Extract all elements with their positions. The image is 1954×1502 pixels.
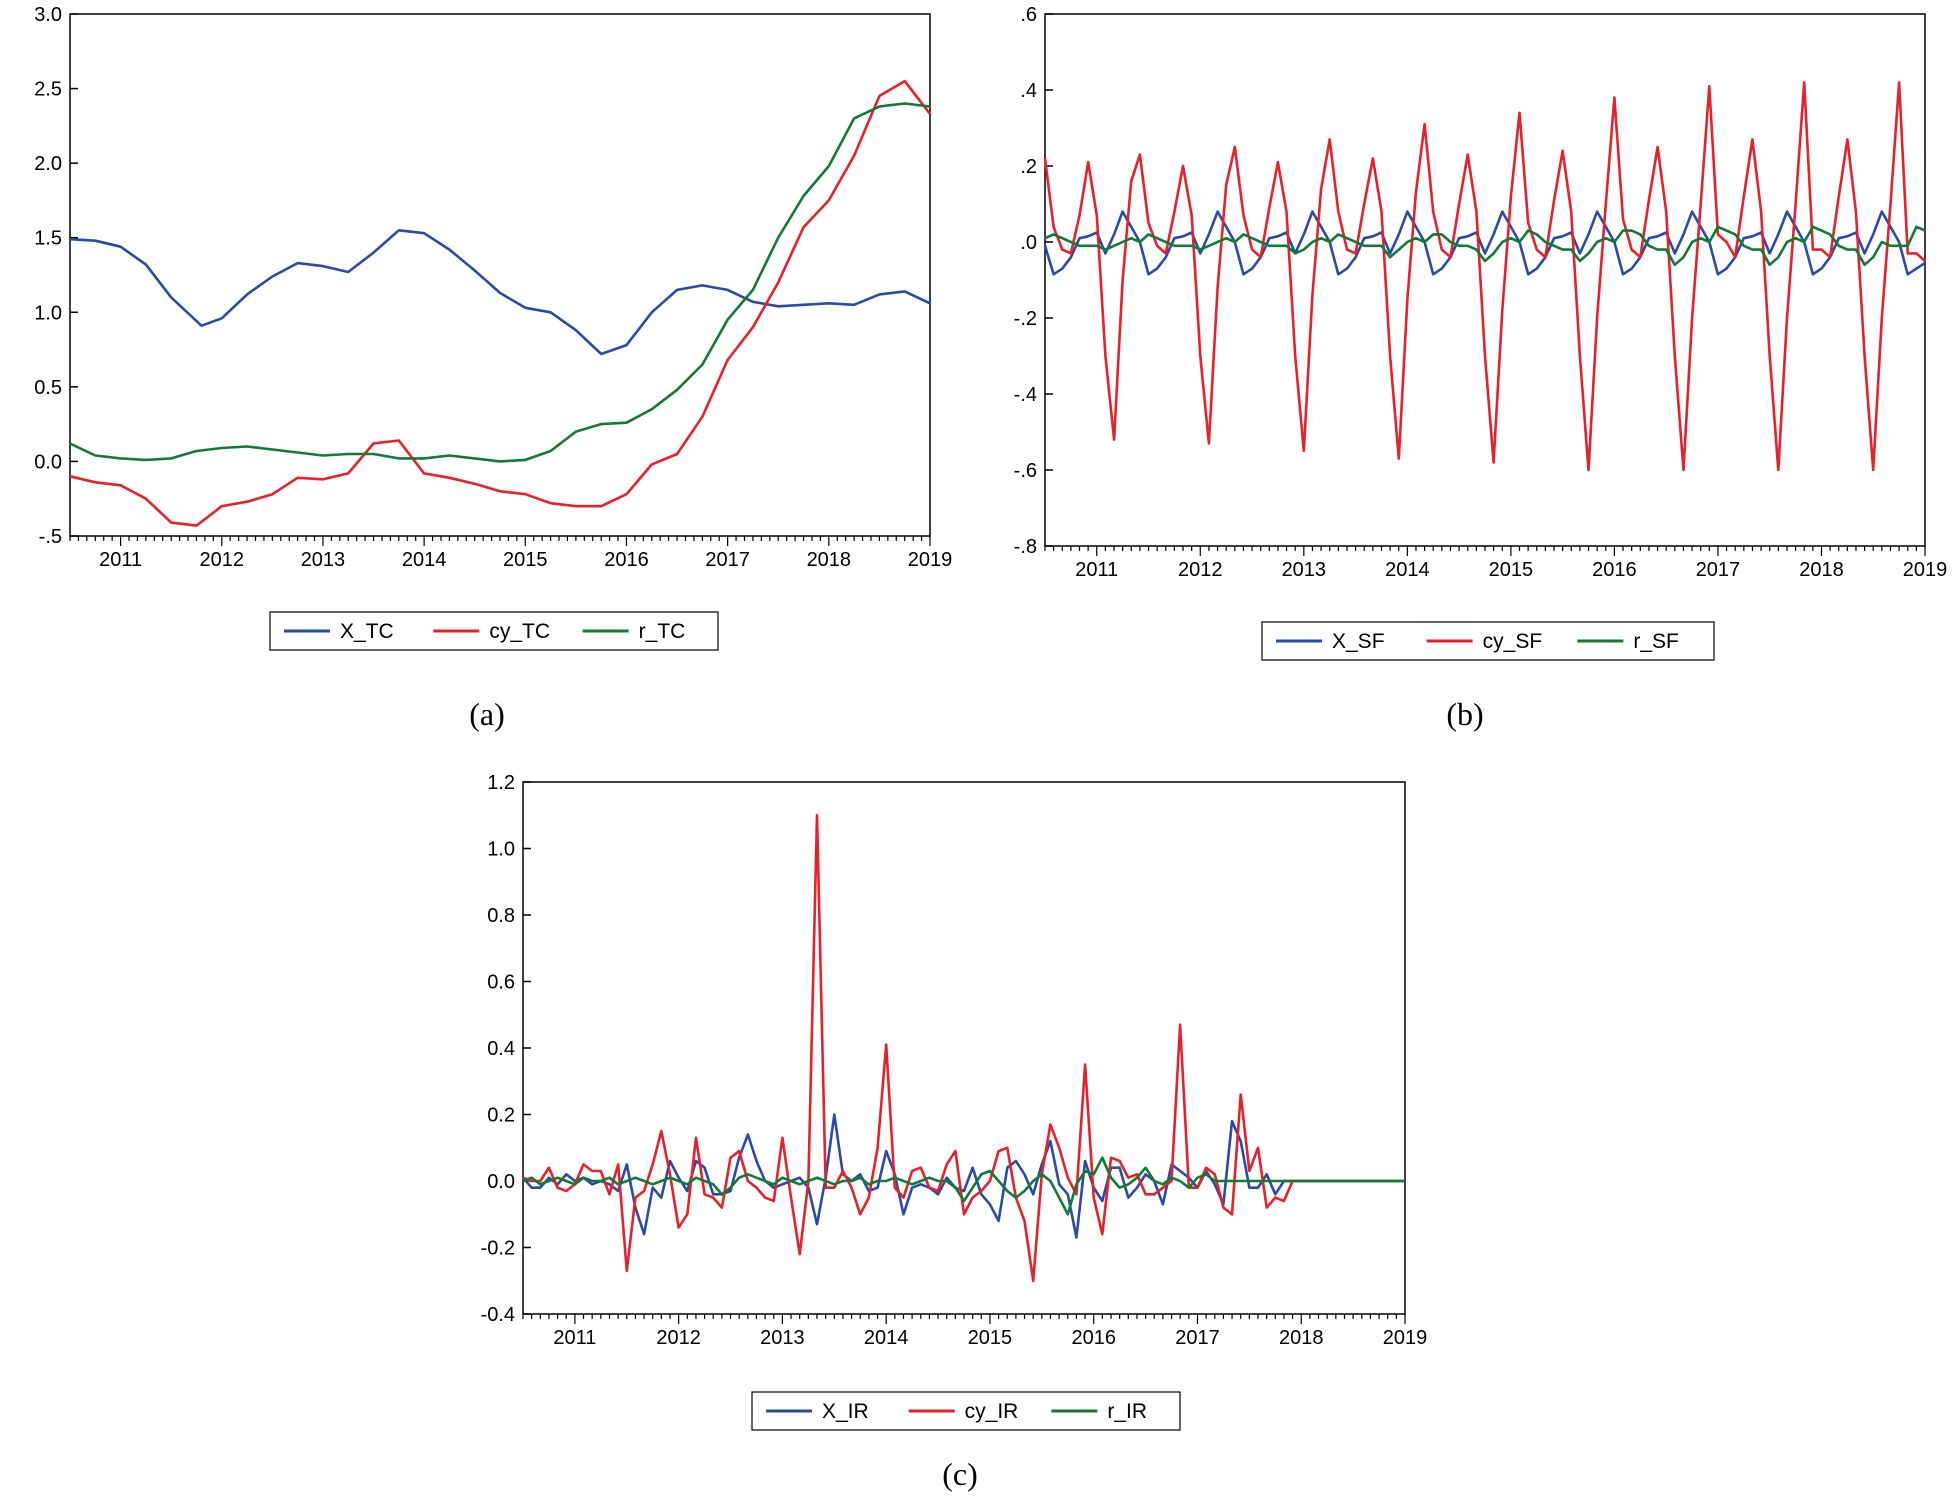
x-axis-a: 2011 2012 2013 2014 2015 2016 2017 2018 2019 (69, 536, 953, 571)
x-tick-label-c: 2017 (1175, 1327, 1220, 1349)
y-tick-label-a: 1.0 (34, 302, 62, 324)
y-tick-label-b: -.6 (1014, 460, 1037, 482)
y-tick-label-b: .0 (1020, 232, 1037, 254)
y-axis-a: -.5 0.0 0.5 1.0 1.5 2.0 2.5 3.0 (34, 4, 78, 548)
series-line-cy_TC (69, 79, 932, 527)
series-line-cy_SF (1043, 81, 1926, 472)
y-tick-label-a: 2.0 (34, 153, 62, 175)
legend-label-cy_TC: cy_TC (489, 620, 550, 643)
legend-label-cy_SF: cy_SF (1483, 630, 1543, 653)
x-tick-label-b: 2012 (1178, 559, 1223, 581)
panel-c: -0.4-0.20.00.20.40.60.81.01.2 2011 2012 20… (481, 772, 1428, 1492)
x-tick-label-a: 2017 (705, 549, 750, 571)
y-tick-label-b: .4 (1020, 80, 1037, 102)
legend-b: X_SF cy_SF r_SF (1261, 621, 1715, 661)
caption-a: (a) (469, 696, 505, 732)
y-tick-label-c: 0.0 (487, 1171, 515, 1193)
x-tick-label-a: 2015 (503, 549, 548, 571)
plot-frame-c (522, 781, 1406, 1315)
caption-b: (b) (1446, 696, 1483, 732)
legend-c: X_IR cy_IR r_IR (751, 1391, 1181, 1431)
legend-label-r_TC: r_TC (639, 620, 686, 643)
y-tick-label-a: 0.5 (34, 377, 62, 399)
series-line-cy_IR (522, 813, 1405, 1283)
x-tick-label-a: 2012 (200, 549, 245, 571)
caption-c: (c) (942, 1456, 978, 1492)
x-tick-label-b: 2014 (1385, 559, 1430, 581)
x-tick-label-a: 2018 (807, 549, 852, 571)
x-tick-label-a: 2011 (99, 549, 142, 571)
panel-b: -.8-.6-.4-.2.0.2.4.6 2011 2012 2013 2014 201… (1014, 4, 1948, 732)
legend-box-a (269, 611, 719, 651)
x-tick-label-c: 2015 (968, 1327, 1013, 1349)
y-tick-label-b: -.8 (1014, 536, 1037, 558)
y-tick-label-a: -.5 (39, 526, 62, 548)
y-tick-label-b: .6 (1020, 4, 1037, 26)
series-line-r_TC (69, 102, 931, 463)
x-tick-label-c: 2014 (864, 1327, 909, 1349)
legend-label-X_SF: X_SF (1332, 630, 1385, 653)
y-tick-label-c: 0.8 (487, 905, 515, 927)
x-tick-label-c: 2012 (656, 1327, 701, 1349)
x-tick-label-b: 2015 (1489, 559, 1534, 581)
y-tick-label-c: 1.0 (487, 839, 515, 861)
y-tick-label-c: 0.4 (487, 1038, 515, 1060)
y-tick-label-b: .2 (1020, 156, 1037, 178)
x-tick-label-b: 2017 (1696, 559, 1741, 581)
x-tick-label-c: 2016 (1071, 1327, 1116, 1349)
x-tick-label-c: 2019 (1383, 1327, 1428, 1349)
x-tick-label-b: 2013 (1282, 559, 1327, 581)
y-axis-c: -0.4 -0.2 0.0 0.2 0.4 0.6 0.8 1.0 1.2 (481, 772, 531, 1326)
y-tick-label-a: 1.5 (34, 228, 62, 250)
x-tick-label-b: 2018 (1799, 559, 1844, 581)
y-tick-label-c: -0.4 (481, 1304, 515, 1326)
x-axis-c: 2011 2012 2013 2014 2015 2016 2017 2018 2019 (522, 1314, 1428, 1349)
y-tick-label-a: 0.0 (34, 451, 62, 473)
y-tick-label-c: 0.2 (487, 1105, 515, 1127)
legend-label-r_SF: r_SF (1633, 630, 1679, 653)
legend-box-b (1261, 621, 1715, 661)
y-tick-label-b: -.2 (1014, 308, 1037, 330)
x-axis-b: 2011 2012 2013 2014 2015 2016 2017 2018 2019 (1044, 546, 1948, 581)
x-tick-label-a: 2013 (301, 549, 346, 571)
x-tick-label-a: 2019 (908, 549, 953, 571)
series-line-X_TC (69, 229, 931, 356)
plot-frame-a (69, 13, 931, 537)
series-line-X_IR (522, 1113, 1405, 1239)
panel-a: -.50.00.51.01.52.02.53.0 2011 2012 2013 201… (34, 4, 952, 732)
legend-label-X_TC: X_TC (340, 620, 394, 643)
legend-label-cy_IR: cy_IR (965, 1400, 1019, 1423)
x-tick-label-c: 2011 (553, 1327, 596, 1349)
y-tick-label-a: 2.5 (34, 79, 62, 101)
y-tick-label-a: 3.0 (34, 4, 62, 26)
series-c (522, 813, 1405, 1283)
y-tick-label-b: -.4 (1014, 384, 1037, 406)
legend-label-r_IR: r_IR (1107, 1400, 1147, 1423)
legend-label-X_IR: X_IR (822, 1400, 869, 1423)
x-tick-label-a: 2014 (402, 549, 447, 571)
series-line-r_IR (522, 1156, 1405, 1216)
y-tick-label-c: -0.2 (481, 1238, 515, 1260)
x-tick-label-b: 2016 (1592, 559, 1637, 581)
series-line-r_SF (1044, 225, 1926, 267)
x-tick-label-c: 2018 (1279, 1327, 1324, 1349)
legend-box-c (751, 1391, 1181, 1431)
y-axis-b: -.8 -.6 -.4 -.2 .0 .2 .4 .6 (1014, 4, 1053, 558)
y-tick-label-c: 1.2 (487, 772, 515, 794)
x-tick-label-b: 2019 (1903, 559, 1948, 581)
x-tick-label-c: 2013 (760, 1327, 805, 1349)
plot-frame-b (1044, 13, 1926, 547)
series-b (1043, 81, 1926, 472)
series-a (69, 79, 932, 527)
legend-a: X_TC cy_TC r_TC (269, 611, 719, 651)
x-tick-label-b: 2011 (1075, 559, 1118, 581)
x-tick-label-a: 2016 (604, 549, 649, 571)
y-tick-label-c: 0.6 (487, 972, 515, 994)
